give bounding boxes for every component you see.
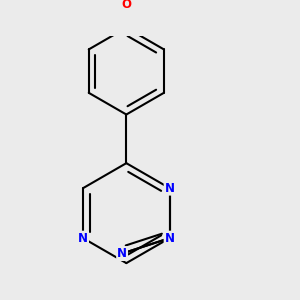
- Text: N: N: [165, 182, 175, 195]
- Text: N: N: [117, 247, 127, 260]
- Text: N: N: [78, 232, 88, 244]
- Text: O: O: [121, 0, 131, 11]
- Text: N: N: [165, 232, 175, 244]
